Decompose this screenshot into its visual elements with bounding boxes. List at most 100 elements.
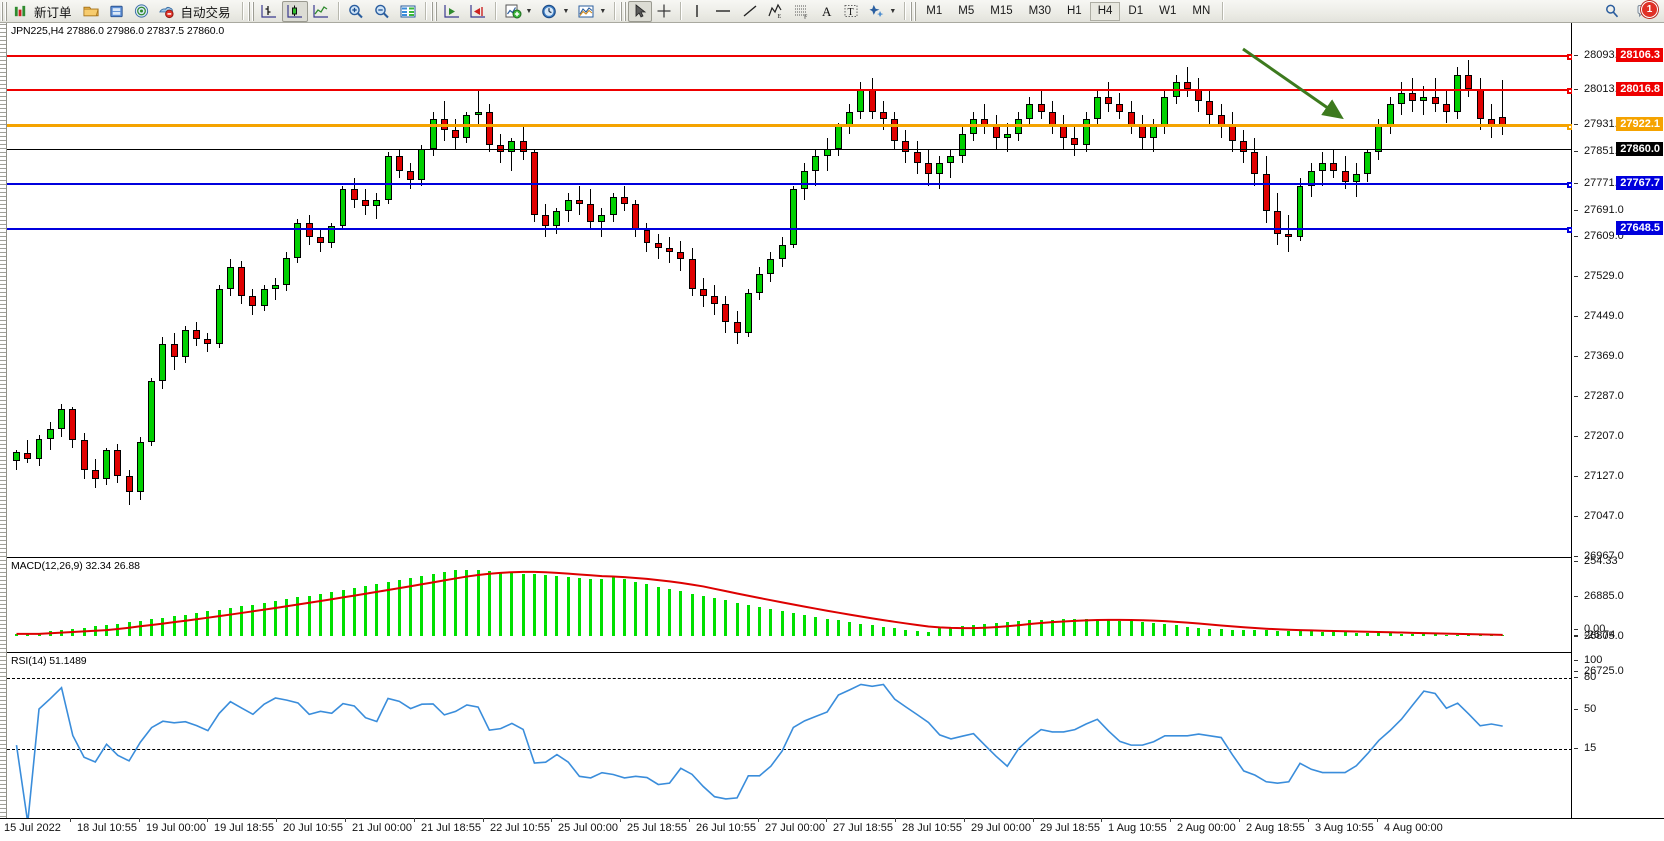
candle-body <box>362 200 369 206</box>
candle-wick <box>511 137 513 171</box>
rsi-pane[interactable]: RSI(14) 51.1489 <box>7 652 1572 818</box>
macd-bar <box>1197 627 1201 636</box>
chart-left-rail[interactable] <box>0 23 7 818</box>
price-line-anchor[interactable] <box>1567 54 1572 60</box>
chevron-down-icon-3[interactable]: ▼ <box>599 7 607 15</box>
price-tag-resistance-1[interactable]: 28106.3 <box>1616 48 1663 62</box>
price-line-pivot[interactable] <box>7 124 1572 130</box>
candlestick <box>159 23 167 555</box>
timeframe-m30[interactable]: M30 <box>1028 5 1051 17</box>
price-tag-current-price[interactable]: 27860.0 <box>1616 142 1663 156</box>
toolbar-grip[interactable] <box>1 1 7 21</box>
candlestick <box>114 23 122 555</box>
text-label-button[interactable]: T <box>839 1 863 22</box>
bar-chart-button[interactable] <box>256 1 282 22</box>
toolbar-grip-5[interactable] <box>910 1 917 21</box>
price-tag-support-2[interactable]: 27648.5 <box>1616 221 1663 235</box>
candle-body <box>1442 104 1450 112</box>
candlestick <box>452 23 460 555</box>
crosshair-button[interactable] <box>652 1 676 22</box>
chevron-down-icon[interactable]: ▼ <box>525 7 533 15</box>
search-button[interactable] <box>1600 1 1624 22</box>
zoom-in-button[interactable] <box>343 1 369 22</box>
timeframe-m15[interactable]: M15 <box>990 5 1013 17</box>
candlestick <box>609 23 617 555</box>
candle-body <box>553 211 561 227</box>
candlestick <box>722 23 730 555</box>
data-center-button[interactable] <box>104 1 129 22</box>
macd-label: MACD(12,26,9) 32.34 26.88 <box>11 560 140 572</box>
price-line-anchor[interactable] <box>1567 182 1572 188</box>
time-axis[interactable]: 15 Jul 2022 18 Jul 10:55 19 Jul 00:00 19 Ju… <box>0 818 1664 841</box>
rsi-scale-value: 100 <box>1574 654 1664 667</box>
price-axis[interactable]: 28093.0 28013.0 27931.0 27851.0 27771.0 27691… <box>1571 23 1664 818</box>
candlestick <box>1476 23 1484 555</box>
text-button[interactable]: A <box>815 1 839 22</box>
data-window-button[interactable] <box>395 1 421 22</box>
macd-bar <box>206 611 210 636</box>
price-line-support-2[interactable] <box>7 227 1572 233</box>
candlestick <box>58 23 65 555</box>
price-tag-support-1[interactable]: 27767.7 <box>1616 176 1663 190</box>
toolbar-right-group: 1 <box>1600 0 1664 22</box>
price-line-resistance-1[interactable] <box>7 54 1572 60</box>
timeframe-m5[interactable]: M5 <box>958 5 975 17</box>
candle-body <box>1161 96 1169 127</box>
plot-area[interactable]: JPN225,H4 27886.0 27986.0 27837.5 27860.… <box>7 23 1572 818</box>
zoom-out-button[interactable] <box>369 1 395 22</box>
chevron-down-icon-2[interactable]: ▼ <box>562 7 570 15</box>
cursor-button[interactable] <box>628 0 653 22</box>
templates-button[interactable]: ▼ <box>573 1 610 22</box>
symbols-button[interactable] <box>79 1 104 22</box>
candlestick-chart-button[interactable] <box>281 0 308 22</box>
price-line-current-price[interactable] <box>7 149 1572 150</box>
macd-bar <box>949 627 953 636</box>
price-line-anchor[interactable] <box>1567 227 1572 233</box>
timeframe-d1[interactable]: D1 <box>1128 5 1144 17</box>
periods-button[interactable]: ▼ <box>536 1 573 22</box>
indicators-button[interactable]: ▼ <box>500 1 537 22</box>
candlestick <box>1161 23 1169 555</box>
horizontal-line-button[interactable] <box>709 1 737 22</box>
toolbar-grip-2[interactable] <box>247 1 254 21</box>
timeframe-h1[interactable]: H1 <box>1067 5 1082 17</box>
vertical-line-button[interactable] <box>685 1 709 22</box>
auto-scroll-button[interactable] <box>439 1 465 22</box>
price-tag-resistance-2[interactable]: 28016.8 <box>1616 82 1663 96</box>
candlestick <box>1442 23 1450 555</box>
price-tag-pivot[interactable]: 27922.1 <box>1616 117 1663 131</box>
new-order-button[interactable]: 新订单 <box>9 1 79 22</box>
price-line-support-1[interactable] <box>7 182 1572 188</box>
toolbar-grip-4[interactable] <box>620 1 627 21</box>
timeframe-w1[interactable]: W1 <box>1159 5 1177 17</box>
chevron-down-icon-4[interactable]: ▼ <box>889 7 897 15</box>
macd-pane[interactable]: MACD(12,26,9) 32.34 26.88 <box>7 557 1572 650</box>
price-pane[interactable]: JPN225,H4 27886.0 27986.0 27837.5 27860.… <box>7 23 1572 555</box>
svg-text:E: E <box>778 14 782 19</box>
toolbar-grip-3[interactable] <box>430 1 437 21</box>
notifications-button[interactable]: 1 <box>1632 0 1658 22</box>
macd-bar <box>1343 632 1347 636</box>
price-line-anchor[interactable] <box>1567 88 1572 94</box>
line-chart-button[interactable] <box>308 1 334 22</box>
candle-body <box>1105 96 1113 105</box>
signals-button[interactable] <box>129 1 154 22</box>
timeframe-m1[interactable]: M1 <box>926 5 943 17</box>
shapes-button[interactable]: ▼ <box>863 1 900 22</box>
trendline-button[interactable] <box>737 1 763 22</box>
candle-body <box>1285 233 1293 238</box>
elliott-wave-button[interactable]: E <box>763 1 789 22</box>
macd-bar <box>510 572 514 636</box>
price-line-anchor[interactable] <box>1567 124 1572 130</box>
svg-text:F: F <box>804 15 808 20</box>
macd-bar <box>330 591 334 636</box>
print-icon <box>109 5 123 18</box>
timeframe-h4[interactable]: H4 <box>1089 1 1121 21</box>
fibonacci-button[interactable]: F <box>789 1 815 22</box>
auto-trading-button[interactable]: 自动交易 <box>154 1 238 22</box>
timeframe-mn[interactable]: MN <box>1192 5 1211 17</box>
candlestick <box>744 23 752 555</box>
chart-shift-button[interactable] <box>465 1 491 22</box>
price-line-resistance-2[interactable] <box>7 88 1572 94</box>
macd-bar <box>37 633 41 636</box>
